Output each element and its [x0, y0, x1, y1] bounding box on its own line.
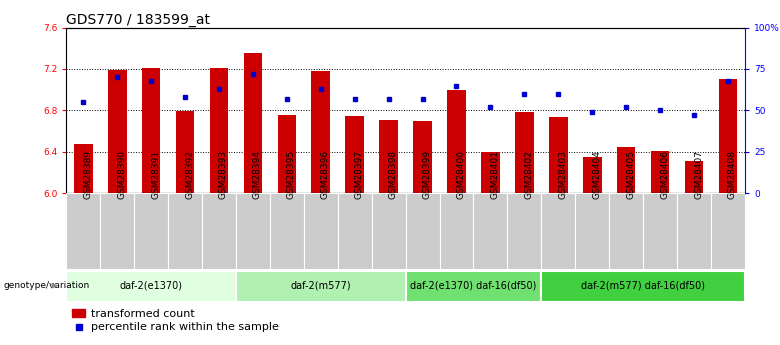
Bar [338, 193, 372, 269]
Text: GSM28390: GSM28390 [117, 150, 126, 199]
Bar [142, 68, 161, 193]
Bar [718, 79, 737, 193]
Text: genotype/variation: genotype/variation [3, 281, 90, 290]
Bar [210, 68, 229, 193]
Text: GSM28389: GSM28389 [83, 150, 92, 199]
Text: GSM28393: GSM28393 [219, 150, 228, 199]
Text: GSM28394: GSM28394 [253, 150, 262, 199]
Text: GSM28395: GSM28395 [287, 150, 296, 199]
Bar [447, 90, 466, 193]
Text: GDS770 / 183599_at: GDS770 / 183599_at [66, 12, 211, 27]
Bar [278, 115, 296, 193]
Bar [609, 193, 643, 269]
Bar [685, 161, 704, 193]
Bar [473, 193, 508, 269]
Bar [74, 144, 93, 193]
Bar [236, 271, 406, 302]
Text: daf-2(e1370): daf-2(e1370) [119, 281, 183, 290]
Bar [270, 193, 304, 269]
Text: daf-2(m577) daf-16(df50): daf-2(m577) daf-16(df50) [581, 281, 705, 290]
Text: GSM28398: GSM28398 [388, 150, 398, 199]
Bar [541, 271, 745, 302]
Bar [101, 193, 134, 269]
Bar [677, 193, 711, 269]
Bar [202, 193, 236, 269]
Text: GSM28396: GSM28396 [321, 150, 330, 199]
Bar [243, 53, 262, 193]
Bar [440, 193, 473, 269]
Text: GSM28408: GSM28408 [728, 150, 737, 199]
Text: daf-2(e1370) daf-16(df50): daf-2(e1370) daf-16(df50) [410, 281, 537, 290]
Bar [176, 111, 194, 193]
Text: GSM28407: GSM28407 [694, 150, 703, 199]
Bar [576, 193, 609, 269]
Bar [346, 116, 364, 193]
Bar [507, 193, 541, 269]
Legend: transformed count, percentile rank within the sample: transformed count, percentile rank withi… [72, 309, 278, 333]
Bar [66, 193, 101, 269]
Bar [617, 147, 636, 193]
Bar [371, 193, 406, 269]
Bar [66, 271, 236, 302]
Bar [304, 193, 338, 269]
Bar [643, 193, 677, 269]
Bar [583, 157, 601, 193]
Bar [541, 193, 576, 269]
Text: daf-2(m577): daf-2(m577) [290, 281, 351, 290]
Bar [549, 117, 568, 193]
Bar [311, 71, 330, 193]
Bar [406, 193, 440, 269]
Text: GSM28397: GSM28397 [355, 150, 363, 199]
Text: GSM28399: GSM28399 [423, 150, 431, 199]
Bar [481, 152, 500, 193]
Text: GSM28400: GSM28400 [456, 150, 466, 199]
Text: GSM28402: GSM28402 [524, 150, 534, 199]
Bar [108, 70, 126, 193]
Bar [651, 151, 669, 193]
Bar [168, 193, 202, 269]
Text: GSM28406: GSM28406 [660, 150, 669, 199]
Text: GSM28403: GSM28403 [558, 150, 567, 199]
Text: GSM28392: GSM28392 [185, 150, 194, 199]
Bar [236, 193, 270, 269]
Bar [134, 193, 168, 269]
Text: GSM28405: GSM28405 [626, 150, 635, 199]
Text: GSM28401: GSM28401 [491, 150, 499, 199]
Text: GSM28404: GSM28404 [592, 150, 601, 199]
Bar [711, 193, 745, 269]
Text: GSM28391: GSM28391 [151, 150, 160, 199]
Bar [413, 121, 432, 193]
Bar [379, 120, 398, 193]
Bar [406, 271, 541, 302]
Bar [515, 112, 534, 193]
